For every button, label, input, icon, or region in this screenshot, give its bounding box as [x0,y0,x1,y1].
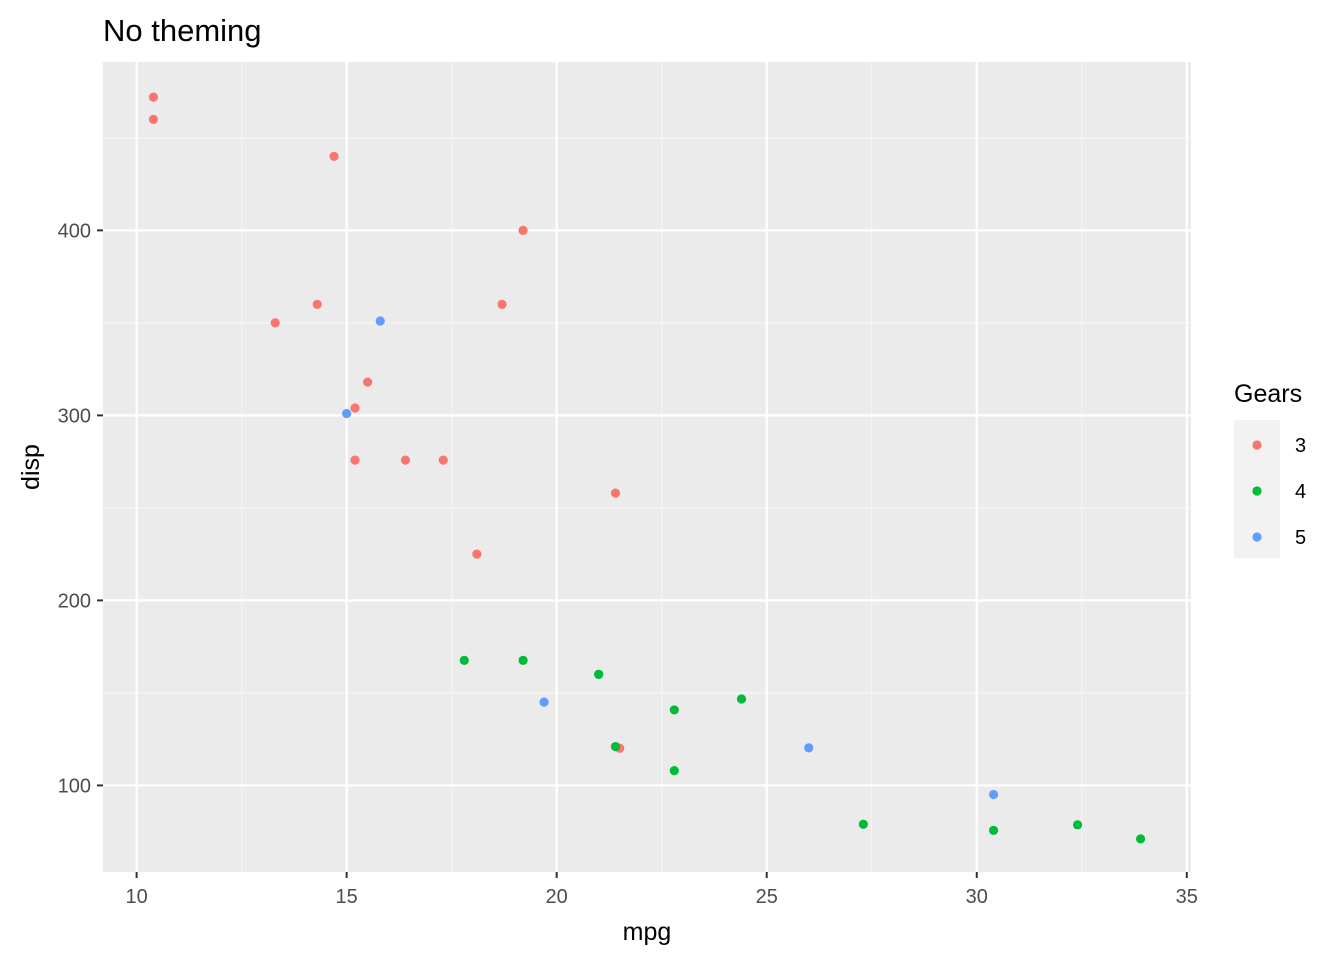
data-point-gear-3 [271,318,280,327]
data-point-gear-3 [329,152,338,161]
plot-panel [103,62,1191,872]
data-point-gear-3 [401,456,410,465]
x-axis-title: mpg [623,918,672,946]
data-point-gear-5 [804,743,813,752]
data-point-gear-3 [472,550,481,559]
data-point-gear-3 [149,93,158,102]
data-point-gear-3 [350,403,359,412]
data-point-gear-3 [497,300,506,309]
chart-title: No theming [103,13,262,48]
x-tick-label: 25 [756,886,778,908]
data-point-gear-4 [670,705,679,714]
data-point-gear-5 [376,316,385,325]
x-tick-label: 35 [1176,886,1198,908]
data-point-gear-3 [518,226,527,235]
legend-label-4: 4 [1295,481,1306,503]
legend-key-5 [1252,532,1261,541]
data-point-gear-4 [737,694,746,703]
y-tick-label: 300 [58,405,91,427]
data-point-gear-5 [539,698,548,707]
data-point-gear-5 [989,790,998,799]
x-tick-label: 20 [546,886,568,908]
legend-label-5: 5 [1295,527,1306,549]
data-point-gear-3 [313,300,322,309]
legend-title: Gears [1234,380,1302,408]
data-point-gear-4 [1073,820,1082,829]
y-tick-label: 200 [58,590,91,612]
y-tick-label: 100 [58,775,91,797]
data-point-gear-5 [342,409,351,418]
data-point-gear-3 [350,456,359,465]
x-axis: 10 15 20 25 30 35 [125,872,1197,908]
legend-key-4 [1252,486,1261,495]
data-point-gear-4 [460,656,469,665]
data-point-gear-4 [594,670,603,679]
data-point-gear-3 [611,488,620,497]
y-axis-title: disp [17,444,45,490]
data-point-gear-3 [439,456,448,465]
data-point-gear-4 [670,766,679,775]
data-point-gear-4 [611,742,620,751]
y-axis: 100 200 300 400 [58,220,103,797]
y-tick-label: 400 [58,220,91,242]
legend-key-3 [1252,440,1261,449]
data-point-gear-4 [1136,834,1145,843]
data-point-gear-3 [363,377,372,386]
data-point-gear-4 [989,826,998,835]
data-point-gear-3 [149,115,158,124]
legend: Gears 3 4 5 [1234,380,1306,558]
legend-label-3: 3 [1295,435,1306,457]
data-point-gear-4 [859,820,868,829]
data-point-gear-4 [518,656,527,665]
x-tick-label: 15 [336,886,358,908]
x-tick-label: 30 [966,886,988,908]
x-tick-label: 10 [125,886,147,908]
